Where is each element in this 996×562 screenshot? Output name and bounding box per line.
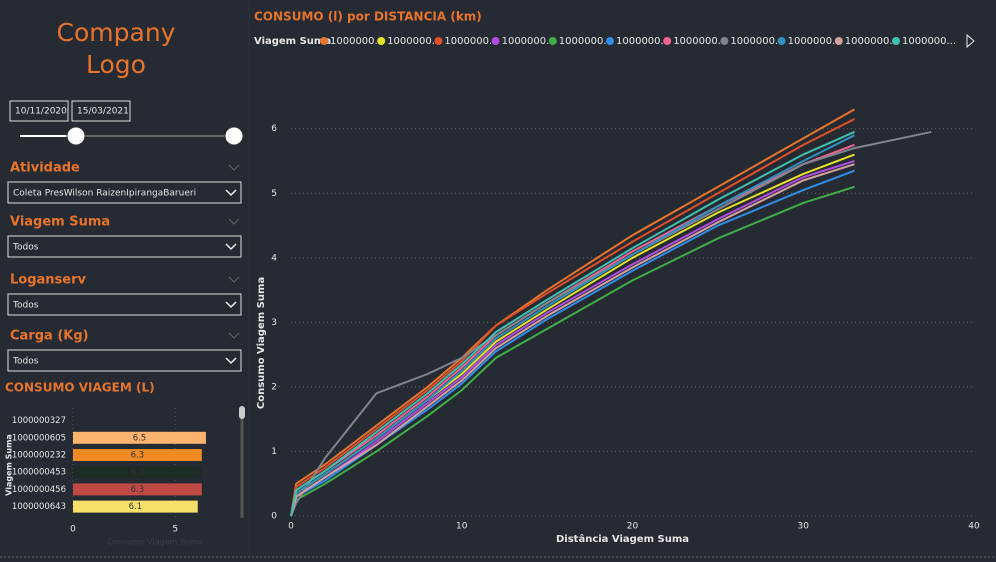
legend-marker[interactable] [720,37,729,45]
chevron [225,357,237,365]
y-tick-label: 6 [271,124,277,134]
x-tick-label: 10 [456,522,468,532]
chevron [228,332,240,339]
date-end[interactable]: 15/03/2021 [77,107,129,117]
legend-marker[interactable] [548,37,557,45]
series-line [290,108,855,517]
filter-label: Loganserv [10,273,87,288]
series-line [290,169,855,517]
data-label: 6.3 [131,468,145,478]
y-tick-label: 1000000232 [12,451,66,461]
y-tick-label: 1000000327 [12,416,66,426]
date-start[interactable]: 10/11/2020 [15,107,67,117]
filter-label: Carga (Kg) [10,329,89,344]
chevron [228,276,240,283]
legend-label[interactable]: 1000000... [387,36,441,47]
dropdown-value: Todos [12,243,39,253]
data-label: 6.3 [131,485,145,495]
legend-marker[interactable] [434,37,443,45]
legend-label[interactable]: 1000000... [902,36,956,47]
dropdown[interactable] [7,293,242,316]
y-tick-label: 3 [271,318,277,328]
filter-label: Viagem Suma [10,215,110,230]
legend-next[interactable] [966,33,975,49]
legend-label[interactable]: 1000000... [502,36,556,47]
dropdown[interactable] [7,181,242,204]
y-tick-label: 4 [271,253,277,263]
y-tick-label: 0 [271,512,277,522]
y-tick-label: 1000000643 [12,502,66,512]
legend-marker[interactable] [377,37,386,45]
bar[interactable] [73,483,202,496]
chevron [228,164,240,171]
y-tick-label: 2 [271,382,277,392]
data-label: 6.1 [129,502,143,512]
slider-handle[interactable] [66,126,86,146]
series-line [290,134,855,517]
filter-label: Atividade [10,161,80,176]
y-tick-label: 1000000605 [12,433,66,443]
x-axis-title: Consumo Viagem Suma [107,538,203,547]
series-line [290,118,855,517]
x-tick-label: 30 [798,522,810,532]
scrollbar[interactable] [239,406,245,419]
data-label: 6.5 [133,433,147,443]
legend-label[interactable]: 1000000... [616,36,670,47]
dropdown-value: Todos [12,357,39,367]
dropdown-value: Coleta PresWilson RaizenIpirangaBarueri [13,189,196,199]
series-line [290,131,855,517]
series-line [290,130,932,517]
bar[interactable] [73,449,202,461]
dropdown-value: Todos [12,301,39,311]
chevron [225,189,237,197]
x-tick-label: 40 [968,522,980,532]
legend-label[interactable]: 1000000... [730,36,784,47]
y-tick-label: 1000000456 [12,485,66,495]
y-axis-title: Viagem Suma [5,434,14,496]
x-tick-label: 0 [70,525,76,535]
x-tick-label: 5 [172,525,178,535]
legend-marker[interactable] [606,37,614,45]
legend-marker[interactable] [777,37,786,45]
legend-label[interactable]: 1000000... [788,36,842,47]
legend-marker[interactable] [320,37,328,45]
legend-marker[interactable] [491,37,500,45]
legend-marker[interactable] [834,37,843,45]
series-line [290,163,855,517]
bar[interactable] [73,500,198,513]
legend-label[interactable]: 1000000... [444,36,498,47]
legend-label[interactable]: 1000000... [559,36,613,47]
y-tick-label: 1 [271,447,277,457]
legend-marker[interactable] [663,37,672,45]
dropdown[interactable] [7,349,242,372]
y-tick-label: 1000000453 [12,468,66,478]
data-label: 6.3 [131,451,145,461]
chevron [228,218,240,225]
x-tick-label: 0 [288,522,294,532]
chart-title: CONSUMO (l) por DISTANCIA (km) [254,10,482,24]
series-line [290,185,855,517]
dropdown[interactable] [7,235,242,258]
chevron [225,301,237,309]
legend-marker[interactable] [892,37,900,45]
slider-handle[interactable] [224,126,244,146]
legend-label[interactable]: 1000000... [330,36,384,47]
legend-label[interactable]: 1000000... [845,36,899,47]
chevron [225,243,237,251]
bar[interactable] [73,431,206,444]
x-tick-label: 20 [627,522,639,532]
legend-label[interactable]: 1000000... [673,36,727,47]
bar[interactable] [73,466,202,479]
chart-title: CONSUMO VIAGEM (L) [5,381,155,395]
y-axis-title: Consumo Viagem Suma [256,277,267,409]
legend-title: Viagem Suma [254,36,331,47]
x-axis-title: Distância Viagem Suma [556,533,689,545]
y-tick-label: 5 [271,189,277,199]
logo: Company Logo [57,18,176,79]
